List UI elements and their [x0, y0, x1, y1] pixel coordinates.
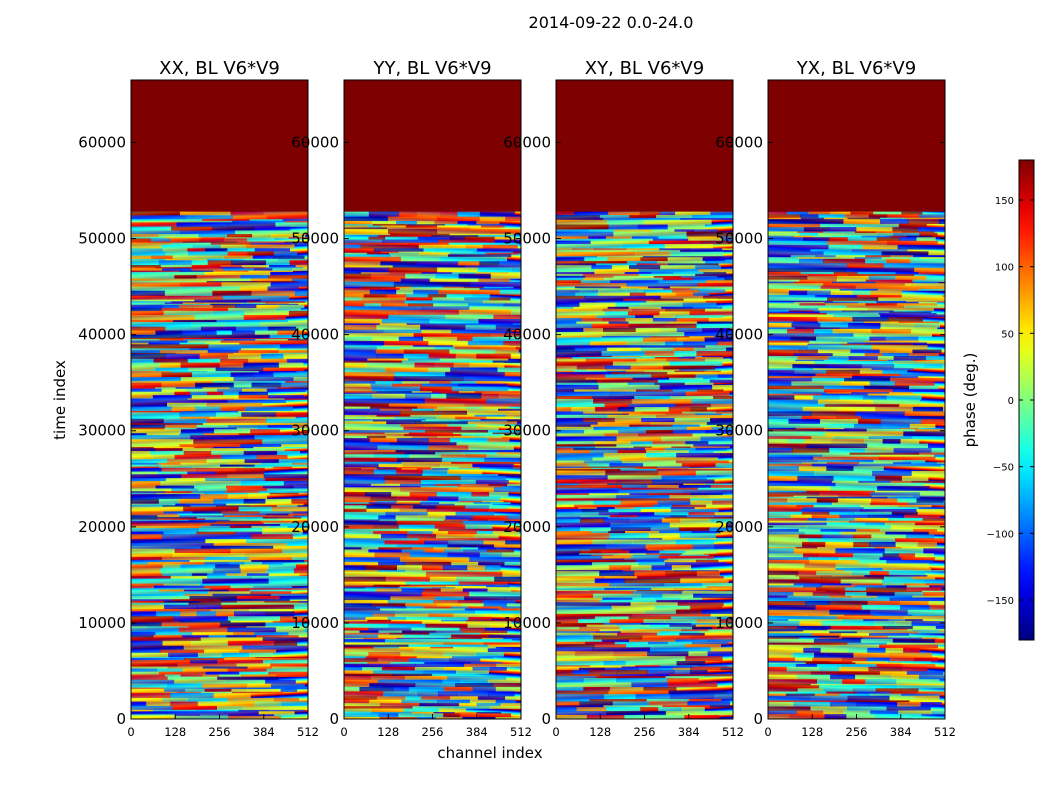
panel-2: YY, BL V6*V9 0 10000 20000 30000 40000 50000 60… — [291, 58, 532, 739]
x-tick-label: 384 — [890, 725, 912, 739]
saturated-region — [131, 80, 308, 212]
y-axis-label: time index — [51, 360, 69, 440]
y-tick-label: 10000 — [78, 614, 126, 632]
x-tick-label: 0 — [764, 725, 771, 739]
y-tick-label: 0 — [541, 710, 551, 728]
x-tick-label: 128 — [589, 725, 611, 739]
y-tick-label: 20000 — [291, 518, 339, 536]
y-tick-label: 40000 — [715, 326, 763, 344]
colorbar-tick-label: −150 — [987, 596, 1014, 607]
saturated-region — [344, 80, 521, 212]
heatmap-image — [344, 80, 521, 719]
saturated-region — [768, 80, 945, 212]
colorbar-tick-label: −100 — [987, 529, 1014, 540]
y-tick-label: 50000 — [715, 230, 763, 248]
colorbar-tick-label: −50 — [993, 463, 1014, 474]
x-tick-label: 256 — [422, 725, 444, 739]
panel-4: YX, BL V6*V9 0 10000 20000 30000 40000 50000 60… — [715, 58, 956, 739]
colorbar-tick-label: 0 — [1008, 396, 1014, 407]
panel-title: YY, BL V6*V9 — [372, 58, 491, 79]
y-tick-label: 30000 — [78, 422, 126, 440]
y-tick-label: 30000 — [503, 422, 551, 440]
y-tick-label: 60000 — [503, 133, 551, 151]
x-tick-label: 256 — [846, 725, 868, 739]
y-tick-label: 60000 — [715, 133, 763, 151]
panels: XX, BL V6*V9 0 10000 20000 30000 40000 50000 60… — [78, 58, 956, 739]
heatmap-image — [768, 80, 945, 719]
y-tick-label: 20000 — [503, 518, 551, 536]
y-tick-label: 50000 — [503, 230, 551, 248]
y-tick-label: 50000 — [291, 230, 339, 248]
y-tick-label: 30000 — [715, 422, 763, 440]
x-tick-label: 512 — [934, 725, 956, 739]
panel-1: XX, BL V6*V9 0 10000 20000 30000 40000 50000 60… — [78, 58, 319, 739]
y-tick-label: 60000 — [291, 133, 339, 151]
x-tick-label: 512 — [722, 725, 744, 739]
colorbar-tick-label: 150 — [995, 196, 1014, 207]
panel-title: XX, BL V6*V9 — [159, 58, 280, 79]
y-tick-label: 0 — [753, 710, 763, 728]
y-tick-label: 0 — [329, 710, 339, 728]
x-tick-label: 128 — [801, 725, 823, 739]
x-tick-label: 0 — [552, 725, 559, 739]
x-tick-label: 0 — [127, 725, 134, 739]
y-tick-label: 10000 — [503, 614, 551, 632]
panel-title: YX, BL V6*V9 — [796, 58, 916, 79]
x-tick-label: 0 — [340, 725, 347, 739]
x-tick-label: 512 — [297, 725, 319, 739]
y-tick-label: 40000 — [291, 326, 339, 344]
x-tick-label: 256 — [209, 725, 231, 739]
y-tick-label: 10000 — [291, 614, 339, 632]
colorbar-tick-label: 50 — [1001, 329, 1014, 340]
y-tick-label: 20000 — [78, 518, 126, 536]
colorbar-label: phase (deg.) — [961, 353, 979, 448]
x-tick-label: 384 — [466, 725, 488, 739]
y-tick-label: 10000 — [715, 614, 763, 632]
x-tick-label: 128 — [164, 725, 186, 739]
figure-title: 2014-09-22 0.0-24.0 — [529, 13, 694, 32]
y-tick-label: 40000 — [503, 326, 551, 344]
y-tick-label: 40000 — [78, 326, 126, 344]
y-tick-label: 50000 — [78, 230, 126, 248]
x-tick-label: 256 — [634, 725, 656, 739]
saturated-region — [556, 80, 733, 212]
colorbar: −150 −100 −50 0 50 100 150 — [987, 159, 1035, 641]
panel-3: XY, BL V6*V9 0 10000 20000 30000 40000 50000 60… — [503, 58, 744, 739]
x-tick-label: 384 — [253, 725, 275, 739]
x-tick-label: 512 — [510, 725, 532, 739]
x-tick-label: 128 — [377, 725, 399, 739]
x-tick-label: 384 — [678, 725, 700, 739]
y-tick-label: 20000 — [715, 518, 763, 536]
colorbar-tick-label: 100 — [995, 263, 1014, 274]
heatmap-image — [131, 80, 308, 719]
y-tick-label: 0 — [116, 710, 126, 728]
y-tick-label: 30000 — [291, 422, 339, 440]
panel-title: XY, BL V6*V9 — [585, 58, 704, 79]
heatmap-image — [556, 80, 733, 719]
y-tick-label: 60000 — [78, 133, 126, 151]
x-axis-label: channel index — [437, 744, 542, 762]
